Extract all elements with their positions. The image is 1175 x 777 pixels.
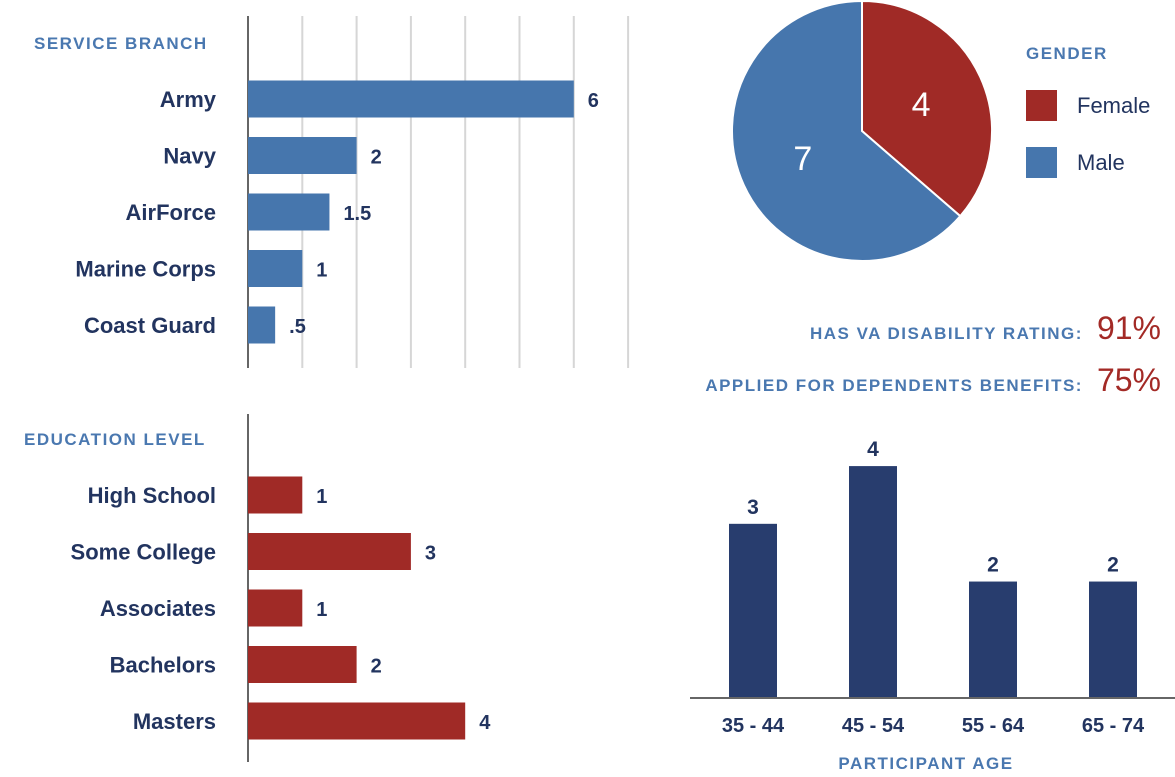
participant-age-svg: 3 35 - 44 4 45 - 54 2 55 - 64 2 65 - 74 PARTICIP… [690,440,1175,773]
data-label-marine-corps: 1 [316,260,327,282]
category-label-associates: Associates [100,596,216,621]
service-branch-svg: Army 6 Navy 2 AirForce 1.5 Marine Corps 1 Coast … [75,16,630,368]
tick-label-age-35-44: 35 - 44 [722,715,785,737]
data-label-bachelors: 2 [371,656,382,678]
data-label-army: 6 [588,90,599,112]
bar-age-55-64 [969,581,1017,697]
legend-item-female: Female [1026,90,1150,121]
bar-marine-corps [248,250,303,287]
stat-dependents-benefits: APPLIED FOR DEPENDENTS BENEFITS: 75% [705,362,1161,399]
data-label-age-65-74: 2 [1107,554,1119,577]
gender-legend-title: GENDER [1026,44,1108,63]
bar-coast-guard [248,306,276,344]
legend-swatch-male [1026,147,1057,178]
stat-va-disability-label: HAS VA DISABILITY RATING: [809,324,1083,343]
category-label-airforce: AirForce [126,200,216,225]
legend-label-female: Female [1077,92,1151,118]
bar-bachelors [248,646,357,683]
bar-associates [248,589,303,627]
data-label-age-35-44: 3 [747,496,759,519]
service-branch-chart: Army 6 Navy 2 AirForce 1.5 Marine Corps 1 Coast … [0,0,640,380]
education-level-svg: High School 1 Some College 3 Associates 1 Bach… [71,414,491,762]
category-label-coast-guard: Coast Guard [84,313,216,338]
data-label-masters: 4 [479,712,491,734]
category-label-bachelors: Bachelors [110,653,216,678]
bar-age-35-44 [729,523,777,697]
category-label-masters: Masters [133,709,216,734]
gender-pie-svg: 47 [731,0,993,262]
bar-navy [248,137,357,174]
legend-swatch-female [1026,90,1057,121]
stat-dependents-benefits-label: APPLIED FOR DEPENDENTS BENEFITS: [705,376,1083,395]
pie-value-label-male: 7 [793,140,812,178]
data-label-airforce: 1.5 [343,203,371,225]
bar-masters [248,702,466,740]
pie-slice-male [731,0,962,262]
x-axis-title: PARTICIPANT AGE [838,754,1013,773]
category-label-navy: Navy [163,144,216,169]
bar-age-65-74 [1089,581,1137,697]
bar-some-college [248,533,411,570]
bar-airforce [248,193,330,231]
stat-dependents-benefits-value: 75% [1096,362,1161,398]
bar-high-school [248,476,303,514]
stat-va-disability: HAS VA DISABILITY RATING: 91% [810,310,1161,347]
data-label-some-college: 3 [425,543,436,565]
data-label-coast-guard: .5 [289,316,306,338]
tick-label-age-65-74: 65 - 74 [1082,715,1145,737]
pie-slice-female [861,0,993,218]
service-branch-title: SERVICE BRANCH [34,34,208,53]
tick-label-age-55-64: 55 - 64 [962,715,1025,737]
tick-label-age-45-54: 45 - 54 [842,715,905,737]
data-label-high-school: 1 [316,486,327,508]
data-label-age-45-54: 4 [867,440,879,461]
participant-age-chart: 3 35 - 44 4 45 - 54 2 55 - 64 2 65 - 74 PARTICIP… [680,440,1175,777]
legend-label-male: Male [1077,149,1125,175]
category-label-high-school: High School [88,483,216,508]
pie-value-label-female: 4 [912,86,931,124]
education-level-title: EDUCATION LEVEL [24,430,206,449]
bar-age-45-54 [849,466,897,697]
bar-army [248,80,574,118]
stat-va-disability-value: 91% [1096,310,1161,346]
data-label-age-55-64: 2 [987,554,999,577]
category-label-marine-corps: Marine Corps [75,257,216,282]
data-label-associates: 1 [316,599,327,621]
education-level-chart: High School 1 Some College 3 Associates 1 Bach… [0,400,640,777]
category-label-army: Army [160,87,217,112]
category-label-some-college: Some College [71,540,216,565]
legend-item-male: Male [1026,147,1125,178]
data-label-navy: 2 [371,147,382,169]
